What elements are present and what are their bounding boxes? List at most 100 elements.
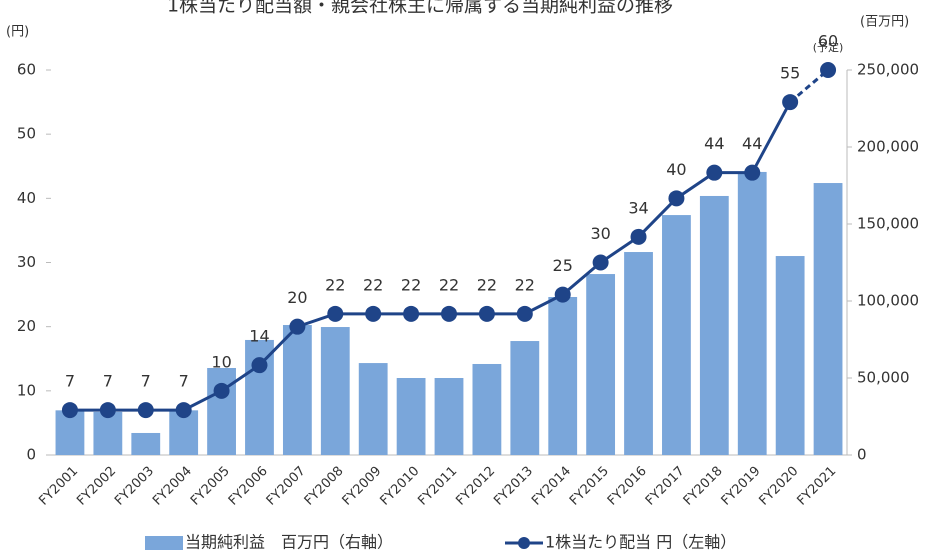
y-tick-label: 0 xyxy=(26,446,36,464)
legend-swatch xyxy=(145,536,183,550)
line-point xyxy=(554,286,571,303)
x-tick-label: FY2020 xyxy=(757,464,802,509)
data-label: 22 xyxy=(515,275,535,294)
line-point xyxy=(441,305,457,322)
y2-tick-label: 250,000 xyxy=(857,61,919,79)
x-tick-label: FY2013 xyxy=(491,464,536,509)
bar xyxy=(775,256,805,455)
x-tick-label: FY2004 xyxy=(150,464,195,509)
line-point xyxy=(516,305,533,322)
x-tick-label: FY2010 xyxy=(377,464,422,509)
data-label: 22 xyxy=(325,275,345,294)
bar xyxy=(93,411,123,455)
data-label: 22 xyxy=(477,275,497,294)
data-label: 40 xyxy=(666,160,686,179)
bar xyxy=(813,183,843,455)
data-label: 7 xyxy=(103,372,113,391)
bar xyxy=(510,341,540,455)
bar xyxy=(472,363,502,455)
legend-label: 1株当たり配当 円（左軸） xyxy=(545,533,736,552)
line-point xyxy=(175,402,192,419)
line-point xyxy=(99,402,116,419)
data-label: 10 xyxy=(211,352,231,371)
line-point xyxy=(251,357,268,374)
line-point xyxy=(668,190,685,207)
line-point xyxy=(782,94,799,111)
y2-tick-label: 150,000 xyxy=(857,215,919,233)
y-tick-label: 20 xyxy=(17,317,36,335)
y-axis-label: (円) xyxy=(6,25,29,40)
data-label: 44 xyxy=(742,134,762,153)
x-tick-label: FY2009 xyxy=(340,464,385,509)
y-tick-label: 30 xyxy=(17,253,36,271)
x-tick-label: FY2017 xyxy=(643,464,688,509)
x-tick-label: FY2005 xyxy=(188,464,233,509)
line-point xyxy=(327,305,344,322)
forecast-line xyxy=(789,68,830,104)
x-tick-label: FY2011 xyxy=(415,464,460,509)
bar xyxy=(699,195,729,456)
x-tick-label: FY2002 xyxy=(74,464,119,509)
data-label: 20 xyxy=(287,288,307,307)
bar xyxy=(586,274,616,455)
data-label: 14 xyxy=(249,327,269,346)
line-point xyxy=(213,382,230,399)
x-tick-label: FY2015 xyxy=(567,464,612,509)
legend-label: 当期純利益 百万円（右軸） xyxy=(185,533,393,552)
x-tick-label: FY2008 xyxy=(302,464,347,509)
bar xyxy=(320,327,350,455)
line-point xyxy=(289,318,306,335)
x-tick-label: FY2014 xyxy=(529,464,574,509)
bar xyxy=(207,367,236,455)
bar xyxy=(434,378,464,455)
y2-tick-label: 0 xyxy=(857,446,867,464)
x-tick-label: FY2001 xyxy=(36,464,81,509)
x-tick-label: FY2016 xyxy=(605,464,650,509)
line-point xyxy=(403,305,420,322)
bar xyxy=(131,432,161,455)
x-tick-label: FY2007 xyxy=(264,464,309,509)
bar xyxy=(358,363,388,455)
data-label: 22 xyxy=(363,275,383,294)
line-point xyxy=(61,402,78,419)
x-tick-label: FY2012 xyxy=(453,464,498,509)
data-label: 7 xyxy=(65,372,75,391)
line-point xyxy=(706,164,723,181)
x-tick-label: FY2003 xyxy=(112,464,157,509)
x-tick-label: FY2019 xyxy=(719,464,764,509)
bar xyxy=(624,252,653,455)
y-tick-label: 40 xyxy=(17,189,36,207)
line-point xyxy=(478,305,495,322)
data-label: 22 xyxy=(401,275,421,294)
data-label: 7 xyxy=(141,372,151,391)
data-label: 55 xyxy=(780,64,800,83)
data-label: 34 xyxy=(628,198,648,217)
bar xyxy=(662,215,691,455)
annotation: (予定) xyxy=(813,40,844,54)
line-point xyxy=(744,164,761,181)
y-tick-label: 10 xyxy=(17,381,36,399)
data-label: 7 xyxy=(179,372,189,391)
y2-tick-label: 200,000 xyxy=(857,138,919,156)
line-point xyxy=(137,402,154,419)
chart-title: 1株当たり配当額・親会社株主に帰属する当期純利益の推移 xyxy=(167,0,673,17)
bar xyxy=(548,296,578,455)
x-tick-label: FY2018 xyxy=(681,464,726,509)
data-label: 25 xyxy=(553,256,573,275)
x-tick-label: FY2006 xyxy=(226,464,271,509)
line-point xyxy=(592,254,609,271)
line-point xyxy=(630,228,647,245)
data-label: 22 xyxy=(439,275,459,294)
y-tick-label: 60 xyxy=(17,61,36,79)
x-tick-label: FY2021 xyxy=(794,464,839,509)
legend-swatch xyxy=(518,537,530,549)
line-point xyxy=(820,62,837,78)
y-tick-label: 50 xyxy=(17,125,36,143)
y2-tick-label: 100,000 xyxy=(857,292,919,310)
y2-axis-label: (百万円) xyxy=(860,15,909,30)
bar xyxy=(282,325,312,455)
line-point xyxy=(365,305,382,322)
data-label: 60 xyxy=(818,32,838,51)
y2-tick-label: 50,000 xyxy=(857,369,910,387)
